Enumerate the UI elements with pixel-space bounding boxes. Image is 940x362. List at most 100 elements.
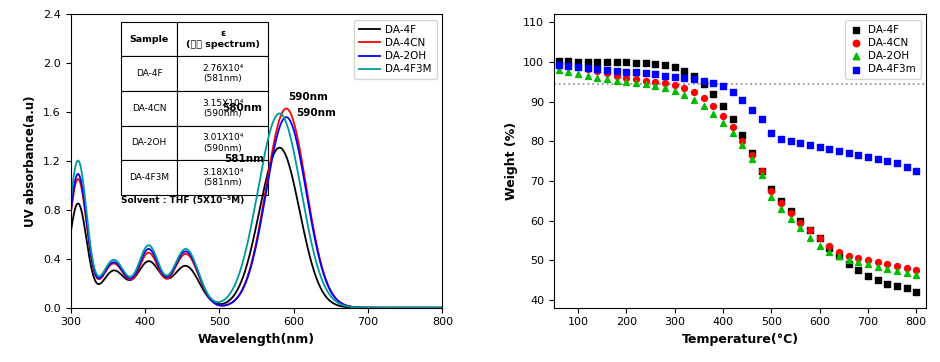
DA-4F bbox=[697, 81, 712, 87]
DA-4CN bbox=[638, 78, 653, 84]
DA-4F3m bbox=[609, 68, 624, 73]
DA-4F3m bbox=[841, 150, 856, 156]
DA-4CN bbox=[697, 95, 712, 101]
Bar bbox=[120, 56, 178, 91]
DA-4F bbox=[228, 293, 240, 297]
DA-4F3M bbox=[321, 287, 332, 291]
DA-2OH bbox=[783, 216, 798, 222]
DA-4CN bbox=[355, 305, 367, 310]
DA-4F bbox=[658, 62, 673, 68]
Bar bbox=[178, 160, 268, 195]
DA-2OH bbox=[362, 306, 373, 310]
DA-4CN bbox=[744, 152, 760, 158]
DA-4CN bbox=[812, 235, 827, 241]
DA-4CN bbox=[899, 265, 914, 271]
DA-2OH bbox=[437, 306, 448, 310]
DA-4CN bbox=[658, 80, 673, 86]
DA-4F3m bbox=[744, 107, 760, 113]
DA-4F3m bbox=[832, 148, 847, 154]
DA-2OH bbox=[321, 279, 332, 284]
DA-4F3m bbox=[764, 130, 779, 136]
DA-4F3m bbox=[551, 62, 566, 68]
DA-2OH bbox=[754, 172, 769, 178]
DA-4F bbox=[600, 59, 615, 65]
DA-2OH bbox=[590, 75, 605, 81]
DA-4F3m bbox=[812, 144, 827, 150]
Line: DA-4F3M: DA-4F3M bbox=[70, 113, 443, 308]
DA-2OH bbox=[812, 243, 827, 249]
Bar bbox=[178, 56, 268, 91]
Y-axis label: Weight (%): Weight (%) bbox=[505, 122, 518, 200]
DA-4F3m bbox=[677, 75, 692, 81]
DA-4CN bbox=[860, 257, 875, 263]
DA-4F3m bbox=[667, 74, 682, 80]
Text: ε
(기준 spectrum): ε (기준 spectrum) bbox=[186, 29, 259, 49]
DA-2OH bbox=[735, 142, 750, 148]
DA-4CN bbox=[437, 306, 448, 310]
DA-4F3M bbox=[228, 284, 240, 288]
DA-4F3m bbox=[658, 73, 673, 79]
DA-4F bbox=[551, 58, 566, 64]
DA-4CN bbox=[600, 70, 615, 76]
DA-4CN bbox=[841, 253, 856, 259]
Text: DA-4F3M: DA-4F3M bbox=[129, 173, 169, 182]
Text: 3.01X10⁴
(590nm): 3.01X10⁴ (590nm) bbox=[202, 133, 243, 153]
DA-4CN bbox=[880, 261, 895, 267]
DA-2OH bbox=[822, 249, 837, 255]
DA-4F bbox=[590, 59, 605, 65]
DA-2OH bbox=[600, 77, 615, 83]
DA-4CN bbox=[280, 106, 291, 111]
DA-4F3m bbox=[561, 63, 576, 69]
DA-4CN bbox=[792, 220, 807, 226]
DA-2OH bbox=[102, 264, 114, 268]
Bar bbox=[178, 22, 268, 56]
DA-4CN bbox=[764, 188, 779, 194]
DA-4F3m bbox=[638, 70, 653, 76]
DA-4F bbox=[803, 228, 818, 233]
DA-4F3M bbox=[437, 306, 448, 310]
DA-4CN bbox=[686, 89, 701, 94]
DA-4F3m bbox=[590, 66, 605, 72]
Legend: DA-4F, DA-4CN, DA-2OH, DA-4F3M: DA-4F, DA-4CN, DA-2OH, DA-4F3M bbox=[354, 20, 437, 80]
DA-4CN bbox=[677, 85, 692, 91]
DA-4F bbox=[102, 272, 114, 276]
DA-2OH bbox=[870, 264, 885, 270]
DA-2OH bbox=[686, 97, 701, 102]
DA-4CN bbox=[725, 125, 740, 130]
DA-2OH bbox=[880, 266, 895, 272]
DA-2OH bbox=[725, 130, 740, 136]
DA-4F3M bbox=[215, 299, 227, 304]
DA-4F bbox=[870, 277, 885, 283]
DA-4F bbox=[638, 60, 653, 66]
Text: 581nm: 581nm bbox=[224, 154, 264, 164]
Bar bbox=[120, 160, 178, 195]
DA-4CN bbox=[228, 298, 240, 303]
DA-4F3m bbox=[754, 117, 769, 122]
DA-2OH bbox=[561, 69, 576, 75]
DA-2OH bbox=[715, 121, 730, 126]
DA-4F3m bbox=[686, 76, 701, 82]
X-axis label: Wavelength(nm): Wavelength(nm) bbox=[198, 333, 315, 346]
DA-4CN bbox=[832, 249, 847, 255]
Text: Solvent : THF (5X10⁻⁵M): Solvent : THF (5X10⁻⁵M) bbox=[120, 196, 244, 205]
DA-2OH bbox=[860, 261, 875, 267]
Text: 590nm: 590nm bbox=[296, 108, 336, 118]
DA-4F bbox=[362, 306, 373, 310]
DA-4CN bbox=[551, 62, 566, 68]
DA-4F bbox=[735, 132, 750, 138]
DA-4F bbox=[841, 261, 856, 267]
DA-4F3m bbox=[899, 164, 914, 170]
DA-4F bbox=[609, 59, 624, 65]
DA-4CN bbox=[629, 77, 644, 83]
DA-4CN bbox=[909, 267, 924, 273]
DA-4CN bbox=[870, 259, 885, 265]
DA-2OH bbox=[889, 268, 904, 274]
DA-4CN bbox=[561, 63, 576, 69]
DA-4F bbox=[677, 68, 692, 73]
DA-4F bbox=[706, 91, 721, 97]
DA-4F3m bbox=[715, 83, 730, 89]
DA-4F3m bbox=[600, 67, 615, 73]
DA-4F3M bbox=[355, 306, 367, 310]
DA-4CN bbox=[783, 210, 798, 215]
DA-2OH bbox=[764, 194, 779, 200]
